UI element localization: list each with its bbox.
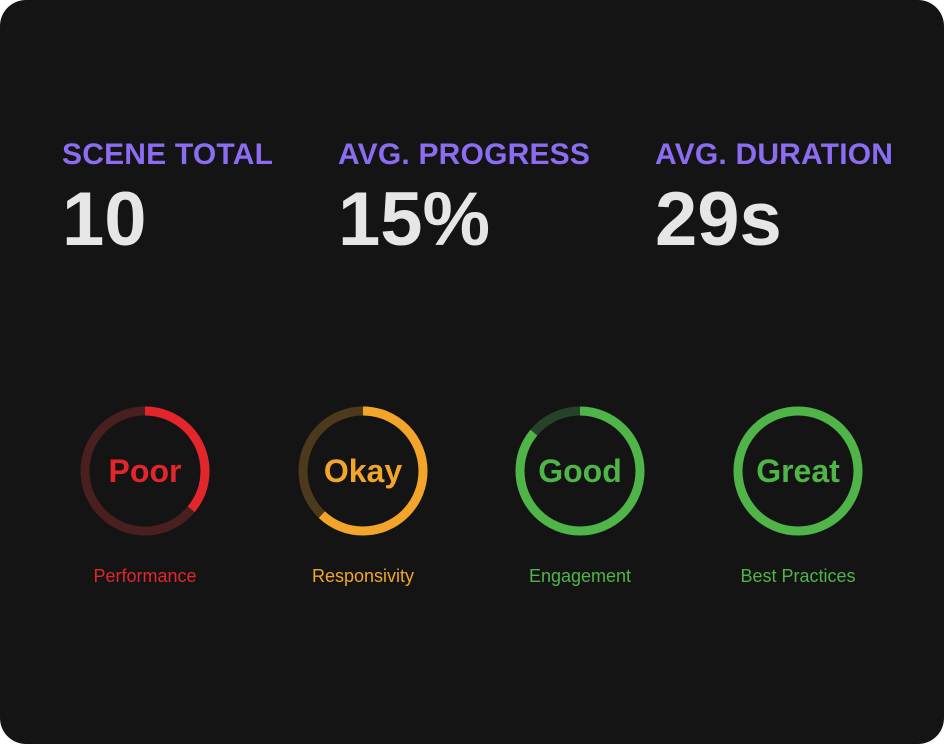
stat-value: 29s — [655, 177, 782, 262]
stat-avg-progress: AVG. PROGRESS 15% — [338, 138, 590, 260]
gauge-caption: Responsivity — [311, 566, 415, 586]
stat-value: 15% — [338, 177, 491, 262]
gauge-rating: Great — [756, 453, 840, 489]
gauge-rating: Okay — [323, 453, 403, 489]
gauge-caption: Best Practices — [740, 566, 856, 586]
gauge-caption: Performance — [93, 566, 197, 586]
gauge-best-practices: Great Best Practices — [685, 402, 905, 602]
stat-value: 10 — [62, 177, 147, 262]
stat-label: SCENE TOTAL — [62, 138, 274, 171]
stat-label: AVG. DURATION — [655, 138, 894, 171]
gauge-rating: Good — [538, 453, 622, 489]
ring-fill — [298, 406, 428, 536]
ring-gauge — [298, 406, 428, 536]
stat-scene-total: SCENE TOTAL 10 — [62, 138, 273, 260]
gauge-caption: Engagement — [528, 566, 632, 586]
gauge-engagement: Good Engagement — [467, 402, 687, 602]
ring-fill — [733, 406, 863, 536]
ring-fill — [80, 406, 210, 536]
ring-gauge — [733, 406, 863, 536]
ring-fill — [515, 406, 645, 536]
gauge-responsivity: Okay Responsivity — [250, 402, 470, 602]
ring-gauge — [80, 406, 210, 536]
gauge-rating: Poor — [108, 453, 182, 489]
gauge-performance: Poor Performance — [32, 402, 252, 602]
stat-avg-duration: AVG. DURATION 29s — [655, 138, 893, 260]
stat-label: AVG. PROGRESS — [338, 138, 591, 171]
ring-gauge — [515, 406, 645, 536]
